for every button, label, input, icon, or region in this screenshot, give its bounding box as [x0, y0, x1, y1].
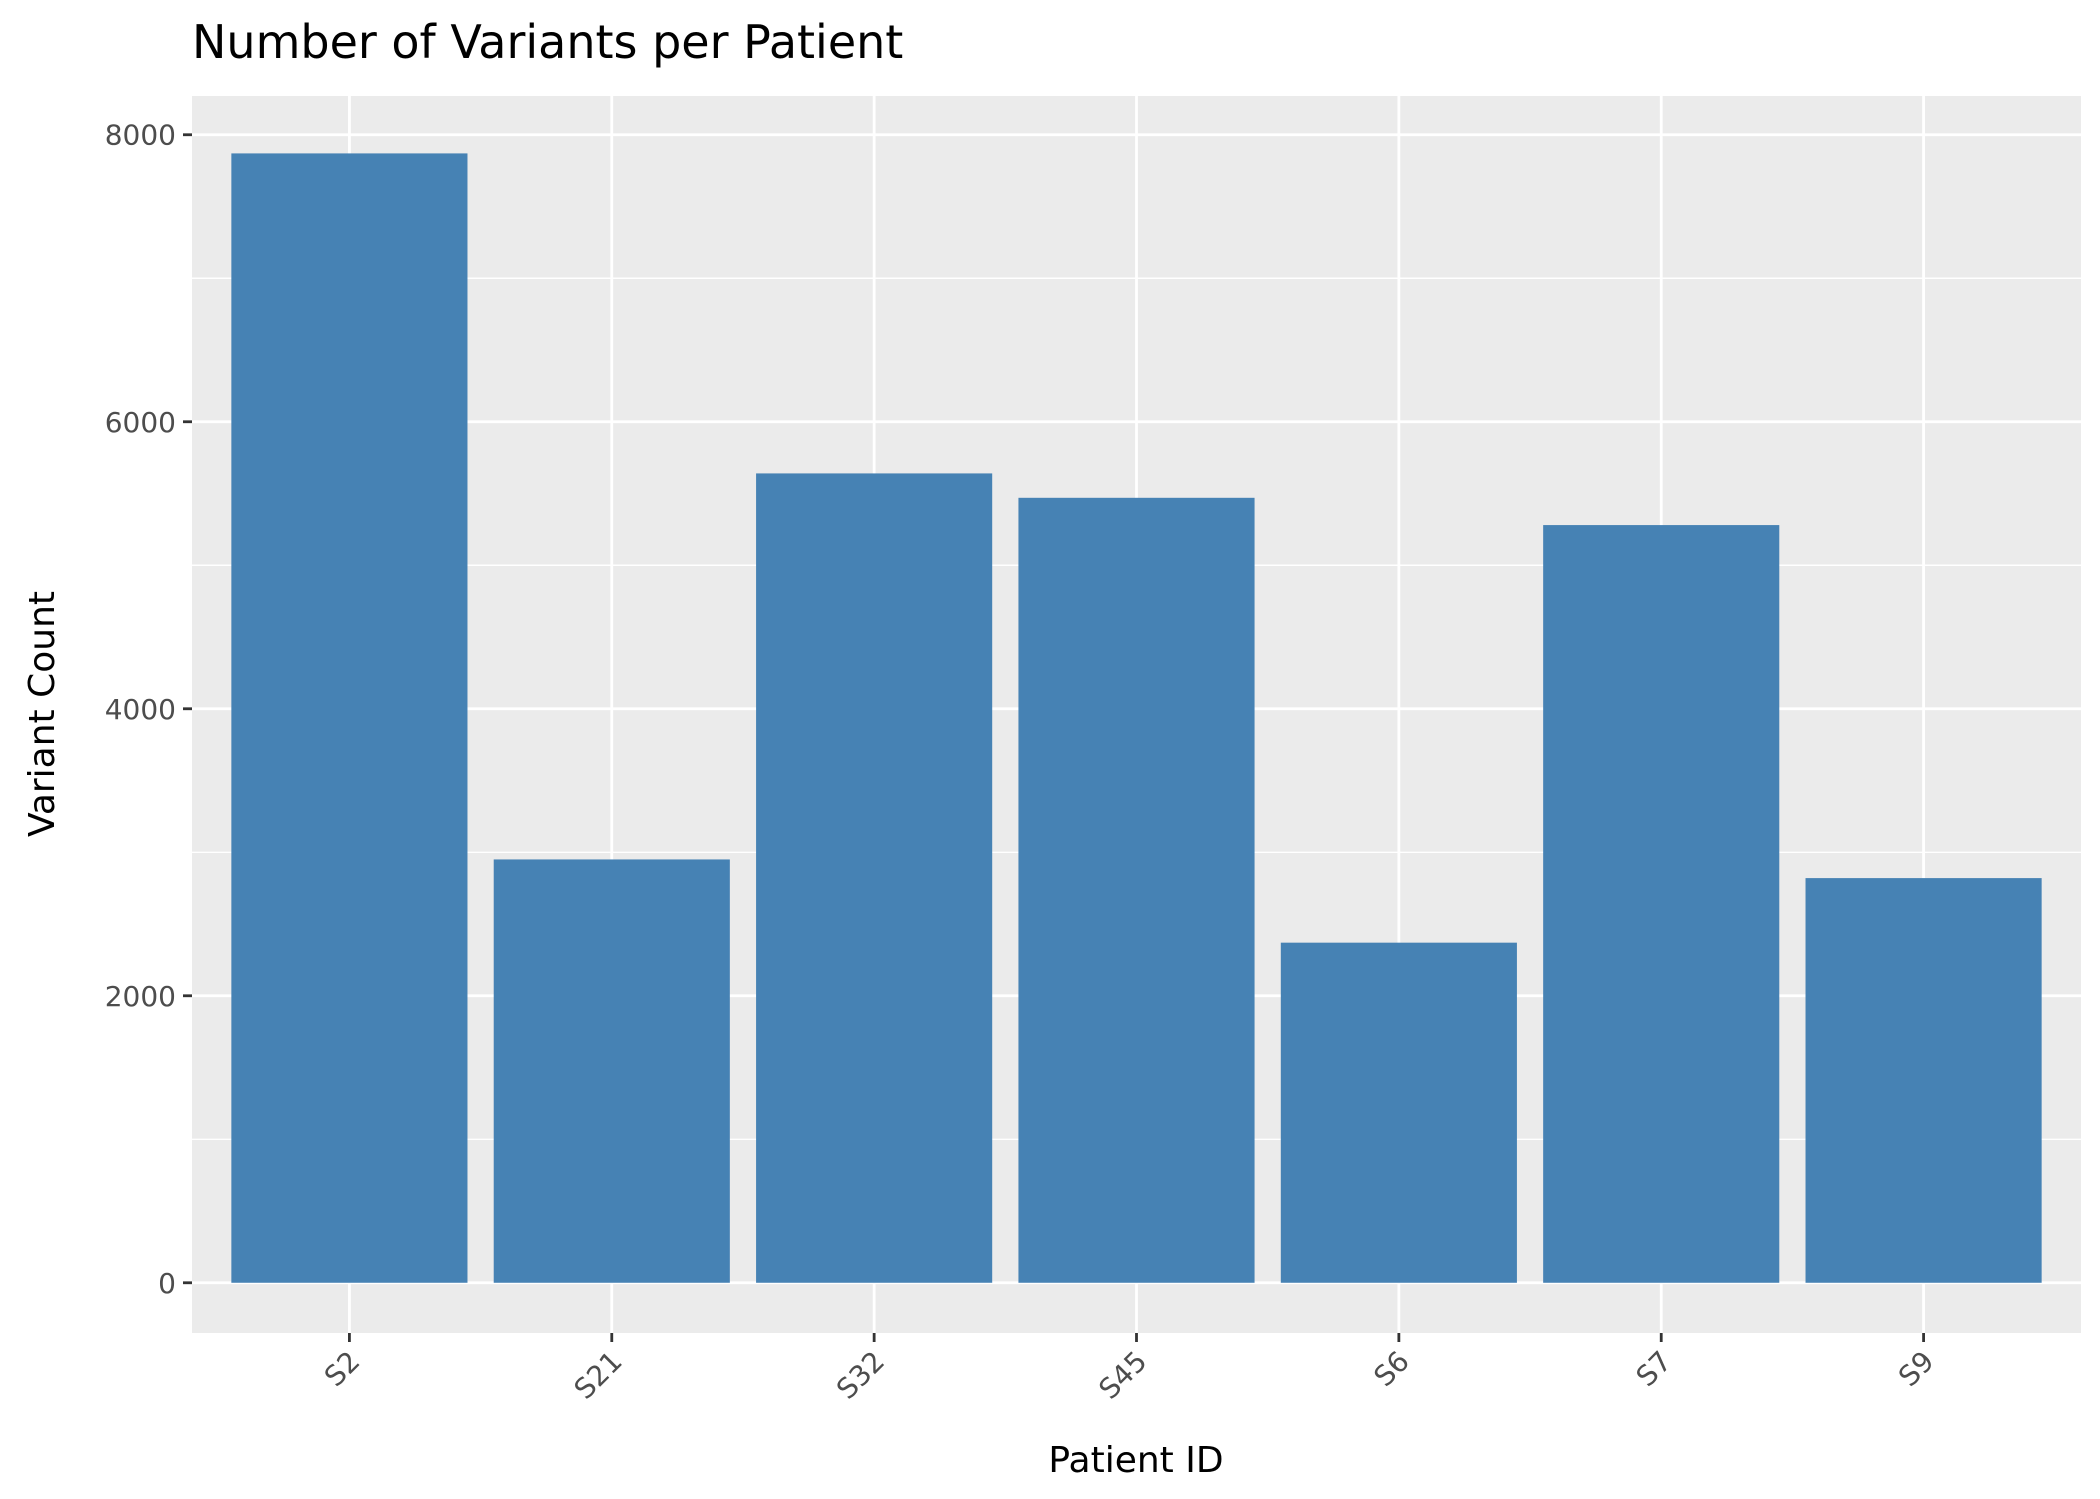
bar-s21: [493, 859, 730, 1283]
x-tick-label: S9: [1892, 1345, 1941, 1394]
bar-s45: [1018, 497, 1255, 1283]
x-axis-title: Patient ID: [1048, 1440, 1223, 1481]
bar-s7: [1543, 525, 1780, 1283]
y-axis: 0 2000 4000 6000 8000: [105, 119, 192, 1300]
x-tick-label: S21: [568, 1345, 629, 1406]
y-tick-label: 8000: [105, 119, 176, 152]
x-tick-label: S2: [318, 1345, 367, 1394]
bar-s32: [756, 473, 993, 1283]
bar-s2: [231, 153, 468, 1283]
y-tick-label: 6000: [105, 406, 176, 439]
y-tick-label: 0: [158, 1267, 176, 1300]
x-tick-label: S7: [1630, 1345, 1679, 1394]
bar-s9: [1805, 878, 2042, 1283]
y-tick-label: 4000: [105, 693, 176, 726]
x-tick-label: S45: [1092, 1345, 1153, 1406]
y-tick-label: 2000: [105, 980, 176, 1013]
bar-s6: [1280, 942, 1517, 1283]
x-tick-label: S32: [830, 1345, 891, 1406]
y-axis-title: Variant Count: [22, 591, 63, 837]
x-axis: S2 S21 S32 S45 S6 S7 S9: [318, 1333, 1941, 1406]
bars: [231, 153, 2042, 1283]
x-tick-label: S6: [1367, 1345, 1416, 1394]
chart-title: Number of Variants per Patient: [192, 15, 903, 69]
